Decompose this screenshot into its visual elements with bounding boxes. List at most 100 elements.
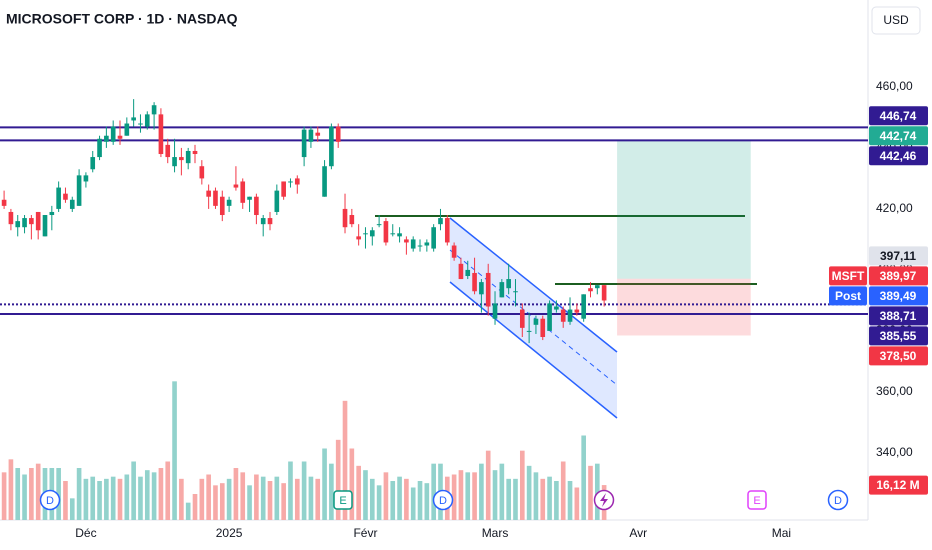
candle-body	[417, 245, 423, 247]
volume-bar	[322, 448, 327, 520]
event-icon	[747, 490, 767, 510]
candle-body	[451, 245, 457, 258]
volume-bar	[404, 478, 409, 520]
volume-bar	[363, 470, 368, 520]
volume-bar	[567, 481, 573, 520]
volume-bar	[110, 476, 116, 520]
series-tag-label: MSFT	[832, 269, 865, 283]
candle-body	[151, 105, 157, 115]
candle-body	[124, 123, 130, 136]
volume-bar	[485, 450, 491, 520]
volume-bar	[288, 461, 293, 520]
price-tag-label: 388,71	[880, 309, 917, 323]
candle-body	[90, 157, 96, 170]
currency[interactable]: USD	[883, 13, 909, 27]
event-label: D	[834, 495, 842, 507]
volume-bar	[342, 400, 348, 520]
volume-bar	[390, 481, 396, 520]
volume-bar	[233, 468, 239, 520]
candle-body	[376, 224, 382, 226]
candle-body	[288, 181, 293, 183]
candle-body	[499, 282, 505, 298]
price-tag	[869, 106, 928, 126]
y-tick-label: 420,00	[876, 201, 913, 215]
event-label: D	[46, 495, 54, 507]
price-tag-label: 446,74	[880, 109, 917, 123]
candle-body	[63, 193, 68, 200]
volume-bar	[472, 472, 477, 520]
volume-bar	[397, 476, 402, 520]
candle-body	[97, 138, 102, 158]
candle-body	[410, 239, 416, 249]
candle-body	[567, 309, 573, 322]
candle-body	[29, 218, 34, 225]
candle-body	[581, 294, 586, 319]
volume-bar	[410, 487, 416, 520]
price-tag	[869, 246, 928, 266]
volume-bar	[240, 472, 246, 520]
volume-bar	[151, 472, 157, 520]
price-tag-label: 385,55	[880, 329, 917, 343]
volume-bar	[526, 465, 532, 520]
volume-bar	[513, 478, 518, 520]
candle-body	[199, 166, 205, 179]
price-tag-label: 378,50	[880, 349, 917, 363]
candle-body	[69, 199, 75, 209]
volume-bar	[281, 483, 286, 520]
candle-body	[226, 199, 232, 206]
candle-body	[485, 272, 491, 307]
candle-body	[49, 211, 55, 216]
volume-bar	[199, 478, 205, 520]
volume-bar	[76, 468, 82, 520]
candle-body	[438, 218, 443, 225]
price-tag	[869, 306, 928, 326]
event-icon	[827, 489, 849, 511]
volume-bar	[267, 481, 273, 520]
x-tick-label: Févr	[353, 526, 377, 540]
volume-bar	[1, 472, 7, 520]
x-tick-label: 2025	[216, 526, 243, 540]
volume-bar	[554, 481, 559, 520]
volume-bar	[574, 487, 580, 520]
volume-bar	[431, 463, 436, 520]
volume-bar	[185, 502, 191, 520]
candle-body	[322, 166, 327, 197]
volume-bar	[179, 478, 184, 520]
chart-title: MICROSOFT CORP · 1D · NASDAQ	[6, 11, 238, 27]
volume-bar	[547, 476, 552, 520]
y-tick-label: 340,00	[876, 445, 913, 459]
volume-bar	[90, 476, 96, 520]
volume-bar	[458, 470, 464, 520]
volume-bar	[219, 483, 225, 520]
candle-body	[594, 285, 600, 289]
volume-bar	[226, 478, 232, 520]
volume-bar	[533, 472, 539, 520]
volume-bar	[506, 478, 511, 520]
currency-button[interactable]	[871, 6, 921, 35]
volume-bar	[69, 498, 75, 520]
event-icon	[333, 490, 353, 510]
candle-body	[158, 114, 164, 155]
volume-bar	[479, 463, 484, 520]
candle-body	[192, 150, 198, 155]
candle-body	[56, 187, 61, 209]
candle-body	[349, 215, 355, 225]
candle-body	[294, 178, 300, 185]
candle-body	[76, 175, 82, 206]
candle-body	[465, 269, 471, 277]
price-tag	[869, 266, 928, 286]
volume-bar	[315, 478, 321, 520]
volume-bar	[124, 474, 130, 520]
candle-body	[329, 126, 334, 167]
channel-fill	[450, 218, 617, 418]
volume-bar	[144, 470, 150, 520]
series-tag	[829, 266, 867, 286]
volume-tag-label: 16,12 M	[876, 478, 919, 492]
candle-body	[213, 190, 218, 206]
candle-body	[356, 236, 361, 240]
volume-bar	[335, 439, 341, 520]
candle-body	[131, 117, 136, 121]
candle-body	[540, 318, 546, 338]
candle-body	[554, 306, 559, 310]
candle-body	[185, 150, 191, 164]
